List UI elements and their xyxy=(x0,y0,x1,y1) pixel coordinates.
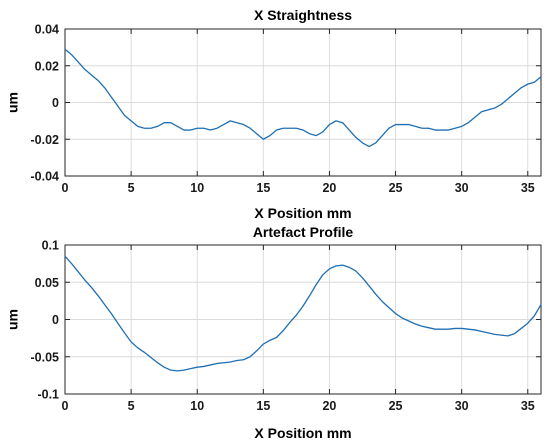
y-tick-label: 0.1 xyxy=(42,239,59,253)
y-tick-label: 0.04 xyxy=(35,23,59,37)
x-tick-label: 25 xyxy=(389,399,403,413)
y-tick-label: -0.02 xyxy=(31,133,60,147)
y-tick-label: 0.05 xyxy=(35,276,59,290)
x-tick-label: 35 xyxy=(521,399,535,413)
x-tick-label: 20 xyxy=(322,399,336,413)
tick-marks xyxy=(64,28,541,177)
x-tick-label: 20 xyxy=(322,181,336,195)
chart-title: X Straightness xyxy=(254,7,352,23)
y-tick-label: 0 xyxy=(52,313,59,327)
x-tick-label: 0 xyxy=(62,181,69,195)
series-line xyxy=(64,255,542,372)
x-tick-label: 30 xyxy=(455,181,469,195)
x-tick-label: 25 xyxy=(389,181,403,195)
x-tick-labels: 0 5 10 15 20 25 30 35 xyxy=(62,399,535,413)
grid-lines xyxy=(65,29,541,176)
grid-lines xyxy=(65,245,541,394)
chart-artefact-profile: 0 5 10 15 20 25 30 35 -0.1 -0.05 0 0.05 0.1 Artefac… xyxy=(5,224,542,441)
y-tick-label: -0.05 xyxy=(31,350,60,364)
y-tick-labels: -0.04 -0.02 0 0.02 0.04 xyxy=(31,23,60,184)
y-tick-labels: -0.1 -0.05 0 0.05 0.1 xyxy=(31,239,60,402)
x-tick-label: 5 xyxy=(128,181,135,195)
chart-x-straightness: 0 5 10 15 20 25 30 35 -0.04 -0.02 0 0.02 0.04 X Str… xyxy=(5,7,542,221)
x-tick-label: 15 xyxy=(256,399,270,413)
tick-marks xyxy=(64,244,541,395)
y-axis-label: um xyxy=(5,92,21,113)
x-tick-label: 15 xyxy=(256,181,270,195)
x-tick-label: 30 xyxy=(455,399,469,413)
y-axis-label: um xyxy=(5,309,21,330)
y-tick-label: 0.02 xyxy=(35,59,59,73)
x-tick-label: 5 xyxy=(128,399,135,413)
chart-title: Artefact Profile xyxy=(253,224,354,240)
x-tick-label: 0 xyxy=(62,399,69,413)
y-tick-label: -0.1 xyxy=(37,388,59,402)
x-axis-label: X Position mm xyxy=(254,205,351,221)
y-tick-label: 0 xyxy=(52,96,59,110)
x-tick-label: 10 xyxy=(190,399,204,413)
x-tick-label: 10 xyxy=(190,181,204,195)
x-tick-label: 35 xyxy=(521,181,535,195)
x-axis-label: X Position mm xyxy=(254,425,351,441)
y-tick-label: -0.04 xyxy=(31,170,60,184)
x-tick-labels: 0 5 10 15 20 25 30 35 xyxy=(62,181,535,195)
series-line xyxy=(64,48,542,148)
